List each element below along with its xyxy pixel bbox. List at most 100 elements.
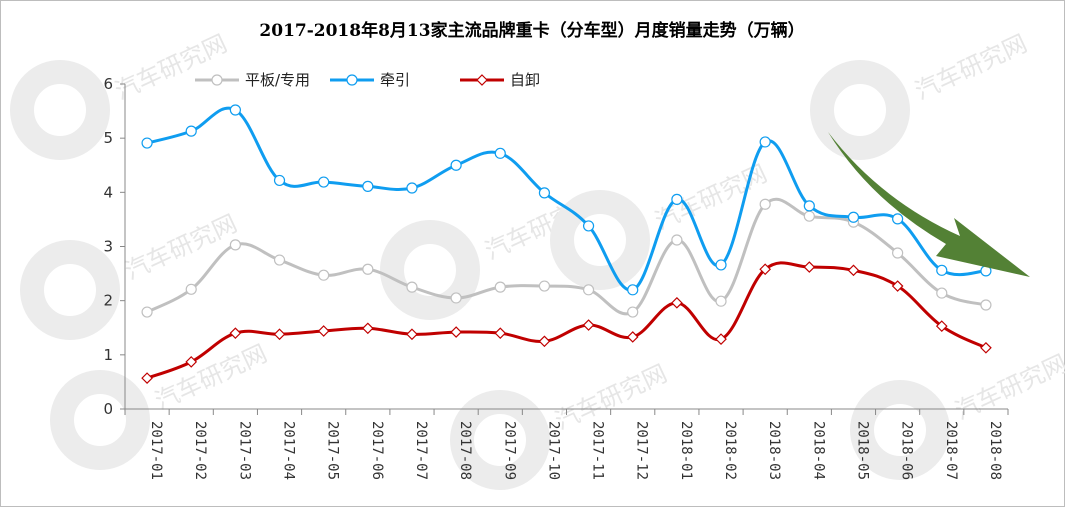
diamond-marker: [582, 319, 595, 331]
diamond-marker: [935, 320, 948, 332]
series-line: [146, 261, 987, 380]
diamond-marker: [759, 263, 772, 276]
circle-marker: [803, 200, 815, 212]
circle-marker: [847, 211, 860, 223]
x-tick-label: 2017-01: [148, 421, 164, 480]
diamond-marker: [361, 322, 374, 335]
diamond-marker: [476, 74, 488, 86]
circle-marker: [346, 74, 358, 86]
watermark-logo-icon: [450, 390, 550, 490]
circle-marker: [671, 193, 683, 205]
circle-marker: [450, 159, 462, 171]
trend-arrow-annotation: [828, 132, 1030, 277]
x-tick-label: 2017-06: [369, 421, 385, 480]
series-2: [141, 261, 992, 384]
circle-marker: [936, 264, 948, 276]
watermark-text: 汽车研究网: [151, 339, 272, 415]
circle-marker: [362, 180, 374, 192]
x-tick-label: 2018-04: [810, 421, 826, 480]
circle-marker: [892, 213, 904, 225]
circle-marker: [759, 136, 771, 148]
circle-marker: [494, 281, 506, 293]
circle-marker: [494, 147, 506, 159]
diamond-marker: [626, 331, 639, 343]
diamond-marker: [185, 356, 198, 368]
watermark-logo-icon: [20, 240, 120, 340]
y-tick-label: 5: [103, 129, 113, 147]
circle-marker: [406, 281, 418, 293]
circle-marker: [362, 263, 374, 275]
x-tick-label: 2017-10: [545, 421, 561, 480]
diamond-marker: [671, 296, 683, 309]
circle-marker: [715, 259, 727, 271]
legend-label: 牵引: [380, 71, 410, 89]
watermark-logo-icon: [550, 190, 650, 290]
circle-marker: [803, 210, 815, 222]
circle-marker: [406, 182, 418, 194]
diamond-marker: [494, 327, 507, 340]
circle-marker: [582, 220, 595, 232]
diamond-marker: [803, 261, 816, 273]
axes: 0 1 2 3 4 5 6 2017-01 2017-02 2017-03 2017-04 2017-…: [103, 75, 1009, 480]
x-tick-label: 2017-03: [236, 421, 252, 480]
x-tick-label: 2018-03: [766, 421, 782, 480]
x-tick-label: 2018-08: [987, 421, 1003, 480]
series-line: [146, 106, 987, 292]
x-tick-label: 2018-02: [722, 421, 738, 480]
x-tick-label: 2018-01: [678, 421, 694, 480]
circle-marker: [715, 295, 727, 307]
circle-marker: [671, 234, 683, 246]
x-tick-label: 2017-08: [457, 421, 473, 480]
watermark-text: 汽车研究网: [911, 29, 1032, 105]
watermark-text: 汽车研究网: [111, 29, 232, 105]
chart-title: 2017-2018年8月13家主流品牌重卡（分车型）月度销量走势（万辆）: [259, 20, 804, 41]
x-tick-label: 2017-09: [501, 421, 517, 480]
x-tick-label: 2017-05: [325, 421, 341, 480]
circle-marker: [759, 198, 771, 210]
diamond-marker: [715, 333, 727, 345]
circle-marker: [892, 247, 904, 259]
circle-marker: [273, 174, 286, 187]
x-tick-label: 2017-11: [590, 421, 606, 480]
x-tick-label: 2018-07: [943, 421, 959, 480]
circle-marker: [450, 292, 462, 304]
x-tick-label: 2017-12: [634, 421, 650, 480]
series-0: [141, 197, 992, 318]
circle-marker: [185, 125, 197, 137]
diamond-marker: [538, 335, 551, 348]
watermark-logo-icon: [850, 380, 950, 480]
watermark-text: 汽车研究网: [121, 209, 242, 285]
circle-marker: [229, 104, 241, 116]
circle-marker: [980, 299, 992, 311]
circle-marker: [582, 284, 595, 296]
watermark-text: 汽车研究网: [551, 359, 672, 435]
diamond-marker: [273, 328, 286, 341]
diamond-marker: [406, 328, 418, 341]
circle-marker: [141, 306, 153, 318]
y-tick-label: 1: [103, 346, 113, 364]
circle-marker: [273, 254, 286, 266]
legend-label: 平板/专用: [245, 71, 310, 89]
y-tick-label: 4: [103, 183, 113, 201]
series-layer: [141, 104, 992, 384]
x-tick-label: 2017-02: [192, 421, 208, 480]
legend: 平板/专用 牵引 自卸: [195, 71, 540, 89]
watermark-logo-icon: [10, 60, 110, 160]
diamond-marker: [891, 280, 904, 292]
y-tick-label: 6: [103, 75, 113, 93]
circle-marker: [627, 284, 639, 296]
watermark-logo-icon: [50, 370, 150, 470]
x-tick-label: 2017-07: [413, 421, 429, 480]
x-tick-label: 2018-05: [854, 421, 870, 480]
circle-marker: [538, 280, 551, 292]
x-tick-label: 2018-06: [899, 421, 915, 480]
diamond-marker: [450, 326, 462, 338]
legend-label: 自卸: [510, 71, 540, 89]
diamond-marker: [141, 372, 153, 384]
y-tick-label: 2: [103, 292, 113, 310]
diamond-marker: [317, 325, 330, 337]
circle-marker: [318, 176, 330, 188]
circle-marker: [211, 74, 223, 86]
y-tick-label: 3: [103, 238, 113, 256]
